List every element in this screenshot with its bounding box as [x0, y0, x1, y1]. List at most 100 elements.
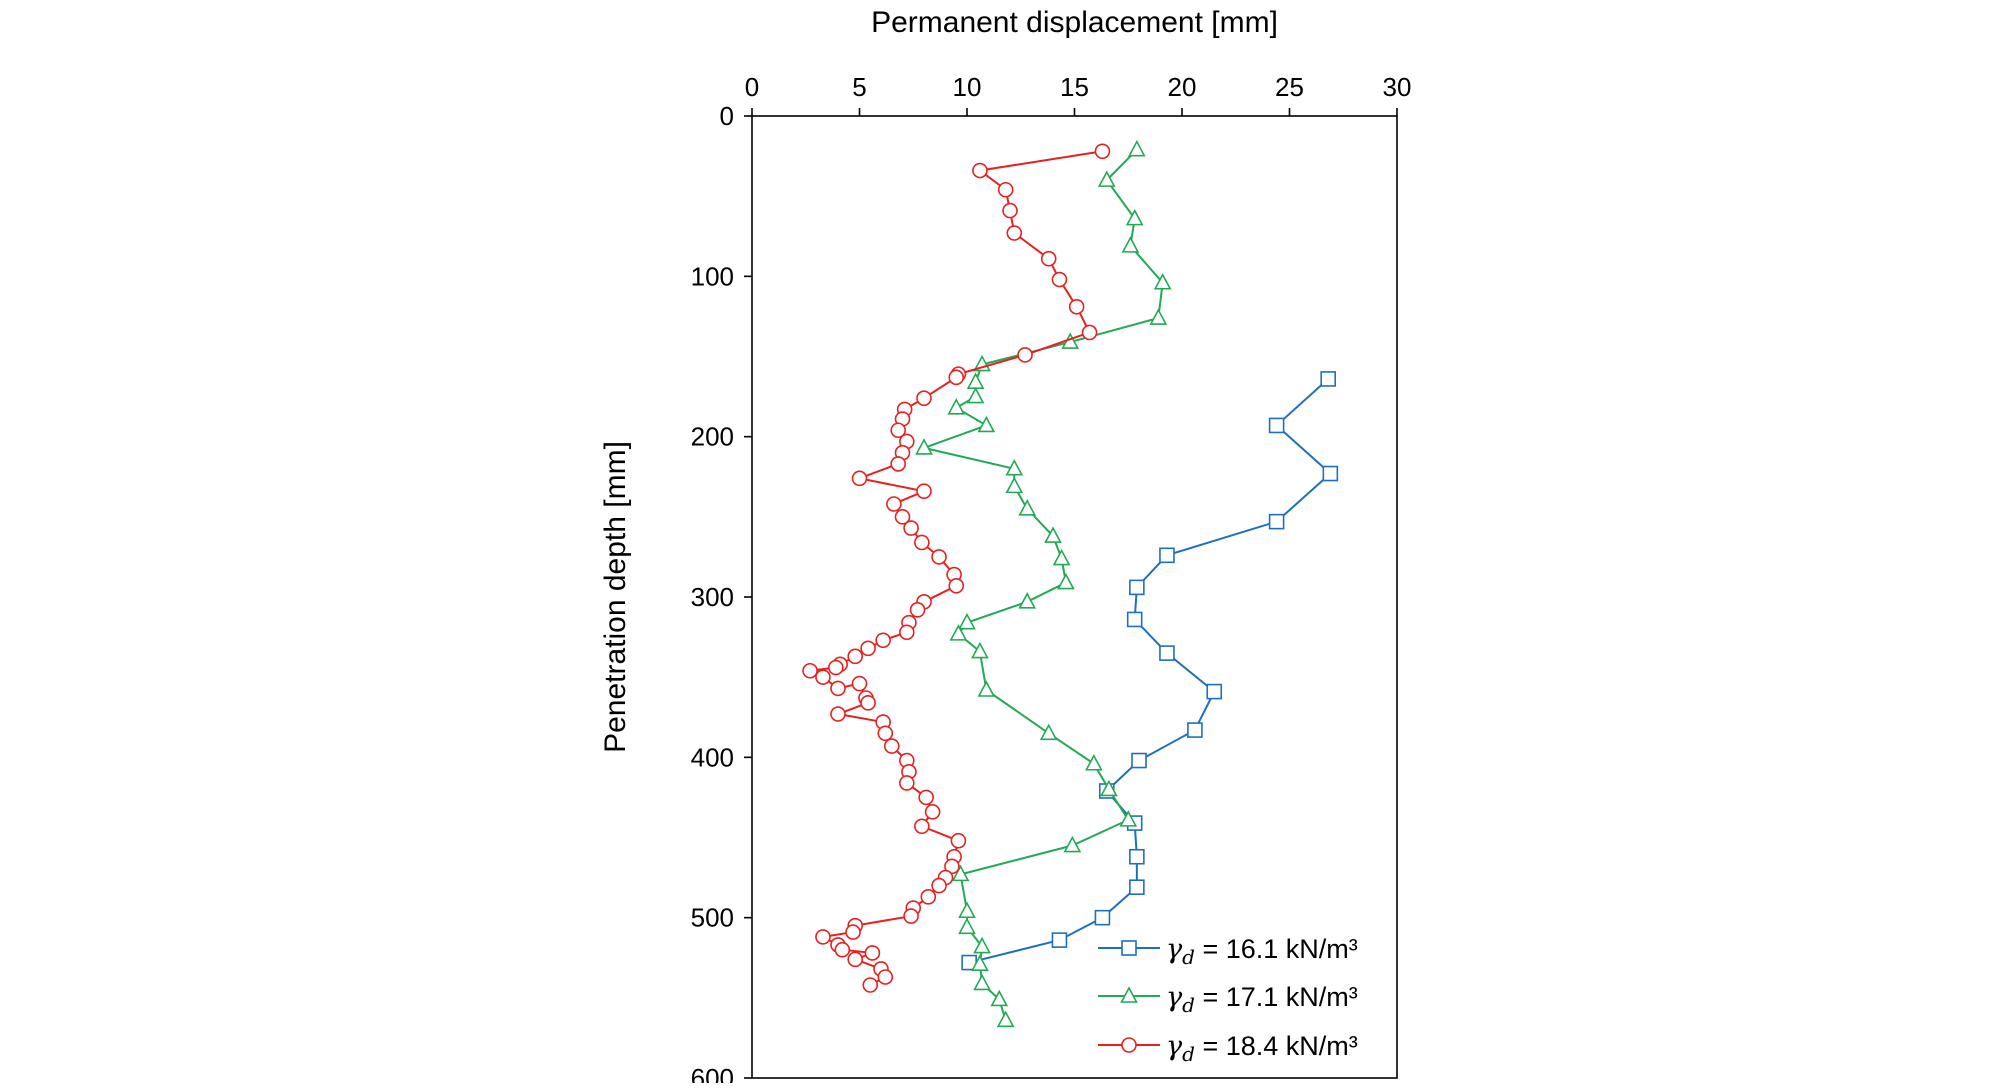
- series-2-point: [1128, 139, 1146, 157]
- series-3-point: [916, 483, 932, 499]
- legend-label: γd = 18.4 kN/m³: [1166, 1031, 1358, 1066]
- series-1-line: [968, 378, 1332, 964]
- x-tick-label: 5: [852, 72, 866, 102]
- x-tick-label: 0: [745, 72, 759, 102]
- series-3-point: [997, 181, 1014, 198]
- series-3-point: [916, 390, 932, 406]
- series-2-point: [973, 936, 991, 954]
- series-3-point: [1051, 271, 1068, 288]
- series-3-point: [883, 738, 900, 754]
- series-2-point: [1057, 572, 1075, 590]
- series-2-point: [1121, 236, 1140, 253]
- series-3-point: [903, 520, 919, 536]
- series-3-point: [909, 602, 926, 618]
- series-3-point: [950, 832, 967, 849]
- series-2-point: [1052, 548, 1071, 566]
- series-3-point: [903, 908, 919, 924]
- series-3: [802, 143, 1111, 993]
- series-2-point: [958, 917, 976, 935]
- series-1-point: [1129, 848, 1145, 865]
- y-tick-label: 500: [691, 903, 734, 933]
- legend-gamma: γ: [1166, 1031, 1183, 1062]
- series-1-point: [1268, 417, 1285, 434]
- series-2: [915, 139, 1172, 1028]
- legend-label: γd = 17.1 kN/m³: [1166, 982, 1358, 1017]
- series-2-point: [1085, 754, 1103, 771]
- y-tick-label: 200: [691, 422, 734, 452]
- series-3-point: [1068, 298, 1085, 315]
- series-3-point: [1094, 143, 1111, 160]
- series-3-point: [898, 775, 915, 791]
- series-3-point: [877, 725, 894, 742]
- legend-gamma: γ: [1166, 982, 1183, 1013]
- series-1-point: [1322, 465, 1339, 482]
- series-2-point: [971, 641, 989, 659]
- series-3-point: [972, 162, 988, 179]
- series-1-point: [1159, 547, 1175, 564]
- x-axis-title: Permanent displacement [mm]: [871, 6, 1278, 39]
- legend-subscript: d: [1182, 945, 1195, 969]
- series-3-point: [845, 924, 861, 940]
- series-2-point: [951, 864, 970, 882]
- series-2-point: [1119, 810, 1138, 827]
- x-tick-label: 20: [1168, 72, 1197, 102]
- series-2-point: [966, 386, 985, 404]
- series-3-point: [886, 496, 902, 512]
- legend-label: γd = 16.1 kN/m³: [1166, 934, 1358, 969]
- series-2-point: [958, 901, 976, 919]
- series-1-point: [1129, 879, 1145, 896]
- series-3-point: [924, 804, 941, 820]
- series-3-point: [1040, 250, 1057, 267]
- series-2-point: [977, 415, 996, 433]
- series-2-point: [977, 680, 996, 697]
- y-axis-title: Penetration depth [mm]: [599, 441, 632, 753]
- series-2-point: [1097, 170, 1116, 187]
- series-3-point: [864, 945, 881, 961]
- series-1-point: [1094, 909, 1111, 926]
- x-tick-label: 15: [1060, 72, 1089, 102]
- series-2-point: [1125, 208, 1144, 226]
- series-1-point: [1051, 932, 1068, 948]
- series-3-point: [802, 662, 818, 679]
- legend-marker: [1120, 986, 1138, 1003]
- x-axis-ticks: 0 5 10 15 20 25 30: [745, 72, 1411, 116]
- series-2-point: [1005, 459, 1024, 476]
- series-3-point: [1002, 202, 1018, 219]
- series-3-point: [815, 929, 831, 945]
- series-3-point: [914, 534, 930, 551]
- series-3-point: [948, 577, 965, 594]
- series-3-point: [877, 969, 894, 985]
- x-tick-label: 25: [1275, 72, 1304, 102]
- series-2-point: [1100, 779, 1118, 797]
- legend-marker: [1121, 1037, 1137, 1053]
- series-1-point: [1206, 683, 1223, 700]
- series-3-point: [918, 789, 934, 806]
- series-3-point: [1081, 324, 1098, 341]
- legend-item-3: γd = 18.4 kN/m³: [1098, 1031, 1358, 1066]
- series-2-point: [1018, 592, 1037, 609]
- series-1-point: [1126, 611, 1143, 628]
- series-3-point: [894, 509, 911, 525]
- series-2-point: [1039, 723, 1058, 741]
- y-tick-label: 0: [720, 101, 734, 131]
- series-2-point: [990, 989, 1009, 1007]
- series-3-point: [1017, 347, 1033, 363]
- series-2-point: [949, 624, 968, 641]
- series-layer: [802, 139, 1339, 1028]
- legend-item-2: γd = 17.1 kN/m³: [1098, 982, 1358, 1017]
- legend-value: = 16.1 kN/m³: [1195, 934, 1358, 964]
- series-3-point: [931, 549, 947, 565]
- y-tick-label: 100: [691, 261, 734, 291]
- series-3-point: [914, 818, 930, 835]
- series-3-point: [860, 640, 876, 657]
- series-2-point: [1153, 273, 1172, 290]
- series-3-point: [920, 889, 937, 905]
- series-3-point: [828, 659, 844, 676]
- series-2-point: [958, 612, 976, 630]
- series-1-point: [1159, 645, 1175, 661]
- series-3-point: [931, 877, 947, 894]
- series-3-point: [847, 951, 864, 968]
